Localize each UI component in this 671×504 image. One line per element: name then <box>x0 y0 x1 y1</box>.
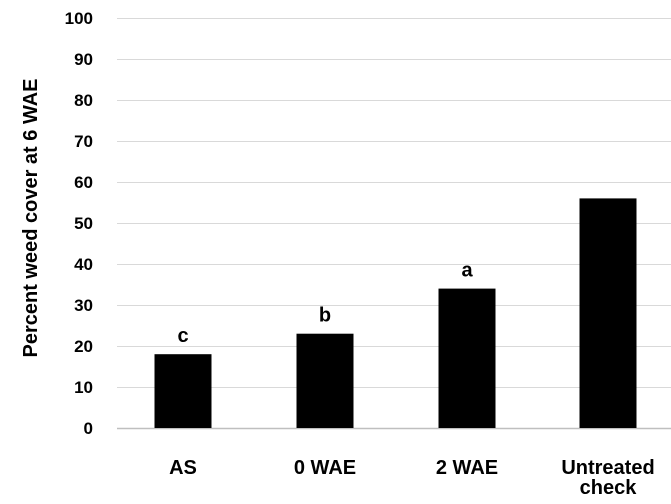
y-tick-labels: 0 10 20 30 40 50 60 70 80 90 100 <box>65 9 93 438</box>
significance-letters: c b a <box>177 260 473 348</box>
bars <box>154 198 637 428</box>
category-label: Untreated check <box>561 457 654 499</box>
y-tick-label: 80 <box>74 91 93 110</box>
category-label: 2 WAE <box>436 457 498 479</box>
category-label-line: 2 WAE <box>436 457 498 479</box>
category-labels: AS 0 WAE 2 WAE Untreated check <box>169 457 655 499</box>
y-tick-label: 90 <box>74 50 93 69</box>
y-tick-label: 100 <box>65 9 93 28</box>
category-label-line: 0 WAE <box>294 457 356 479</box>
y-tick-label: 70 <box>74 132 93 151</box>
category-label-line: check <box>580 477 638 499</box>
y-tick-label: 40 <box>74 255 93 274</box>
y-axis-title-group: Percent weed cover at 6 WAE <box>20 78 42 357</box>
y-tick-label: 50 <box>74 214 93 233</box>
significance-letter: b <box>319 305 331 327</box>
category-label-line: Untreated <box>561 457 654 479</box>
category-label: 0 WAE <box>294 457 356 479</box>
significance-letter: c <box>177 325 188 347</box>
bar <box>154 354 212 428</box>
bar <box>296 333 354 428</box>
y-tick-label: 30 <box>74 296 93 315</box>
y-tick-label: 60 <box>74 173 93 192</box>
bar <box>579 198 637 428</box>
category-label-line: AS <box>169 457 197 479</box>
y-tick-label: 10 <box>74 378 93 397</box>
y-axis-title: Percent weed cover at 6 WAE <box>20 78 42 357</box>
y-tick-label: 0 <box>84 419 93 438</box>
significance-letter: a <box>461 260 473 282</box>
category-label: AS <box>169 457 197 479</box>
y-tick-label: 20 <box>74 337 93 356</box>
bar <box>438 288 496 428</box>
